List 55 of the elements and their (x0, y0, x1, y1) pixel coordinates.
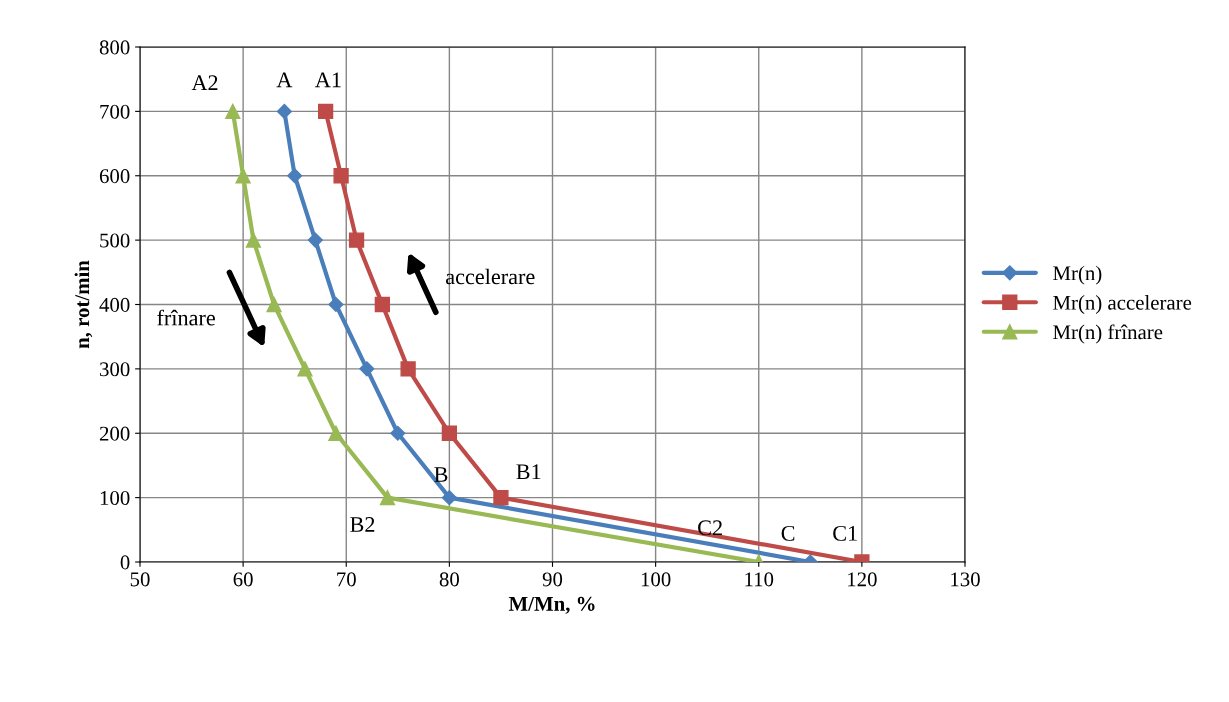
x-axis-title: M/Mn, % (508, 596, 595, 614)
point (328, 425, 344, 441)
point (379, 489, 396, 506)
y-axis-title: n, rot/min (74, 260, 93, 349)
y-tick-label: 600 (99, 169, 130, 184)
annotation: C1 (833, 525, 857, 541)
y-tick-label: 400 (99, 297, 130, 312)
point (348, 232, 365, 248)
y-tick-label: 200 (99, 426, 130, 441)
point (225, 103, 241, 120)
point (390, 425, 406, 441)
legend-label: Mr(n) (1053, 265, 1102, 285)
annotation: A (276, 72, 293, 88)
point (441, 425, 458, 441)
point (297, 361, 313, 377)
point (245, 232, 262, 248)
x-tick-label: 100 (641, 572, 671, 587)
y-tick-label: 700 (100, 104, 130, 119)
point (328, 296, 344, 313)
point (235, 168, 251, 184)
point (287, 168, 303, 184)
y-tick-label: 100 (100, 491, 130, 506)
x-tick-label: 70 (337, 572, 356, 587)
annotation: B1 (516, 464, 541, 480)
point (276, 103, 292, 119)
point (359, 361, 375, 377)
y-tick-label: 0 (120, 555, 130, 570)
x-tick-label: 60 (233, 572, 253, 587)
y-tick-label: 800 (99, 40, 130, 55)
annotation: A2 (191, 75, 218, 90)
point (493, 489, 509, 506)
point (400, 361, 416, 377)
x-tick-label: 50 (130, 572, 150, 587)
legend-label: Mr(n) frînare (1053, 324, 1163, 344)
x-tick-label: 80 (439, 572, 459, 587)
point (266, 296, 282, 313)
x-tick-label: 120 (848, 572, 877, 587)
annotation: B (434, 467, 448, 482)
x-tick-label: 90 (542, 572, 563, 587)
point (307, 232, 323, 248)
annotation: accelerare (446, 268, 535, 285)
point (441, 490, 457, 506)
annotation: C2 (698, 520, 722, 536)
y-tick-label: 500 (100, 233, 130, 248)
x-tick-label: 110 (745, 572, 774, 587)
x-tick-label: 130 (951, 572, 980, 587)
annotation: B2 (350, 517, 375, 532)
point (374, 296, 390, 313)
annotation: frînare (157, 309, 215, 326)
y-tick-label: 300 (100, 362, 130, 377)
annotation: C (781, 525, 795, 541)
point (317, 103, 334, 120)
legend-label: Mr(n) accelerare (1053, 295, 1192, 314)
point (333, 168, 349, 184)
annotation: A1 (315, 72, 341, 88)
